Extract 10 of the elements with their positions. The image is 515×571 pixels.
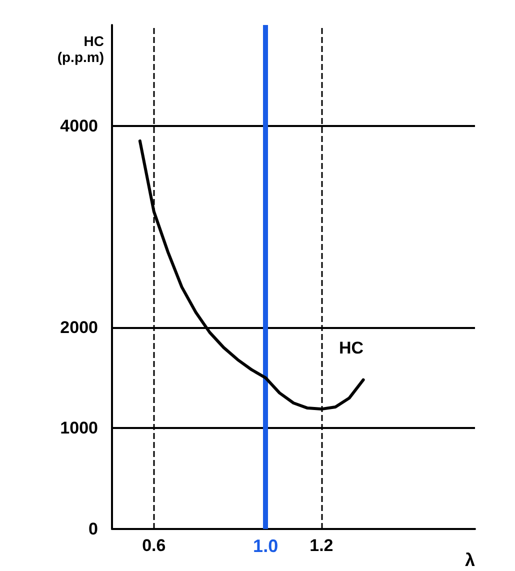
x-tick-label: 1.2 [310, 536, 334, 555]
y-tick-label: 4000 [60, 116, 98, 136]
y-tick-label: 0 [88, 520, 98, 538]
y-axis-title: HC (p.p.m) [57, 33, 104, 65]
y-tick-label: 2000 [60, 318, 98, 337]
x-axis-title: λ [465, 550, 476, 570]
x-tick-label: 0.6 [142, 536, 166, 555]
annotation: HC [339, 338, 364, 358]
y-tick-label: 1000 [60, 418, 98, 438]
ref-line-label: 1.0 [253, 536, 278, 556]
